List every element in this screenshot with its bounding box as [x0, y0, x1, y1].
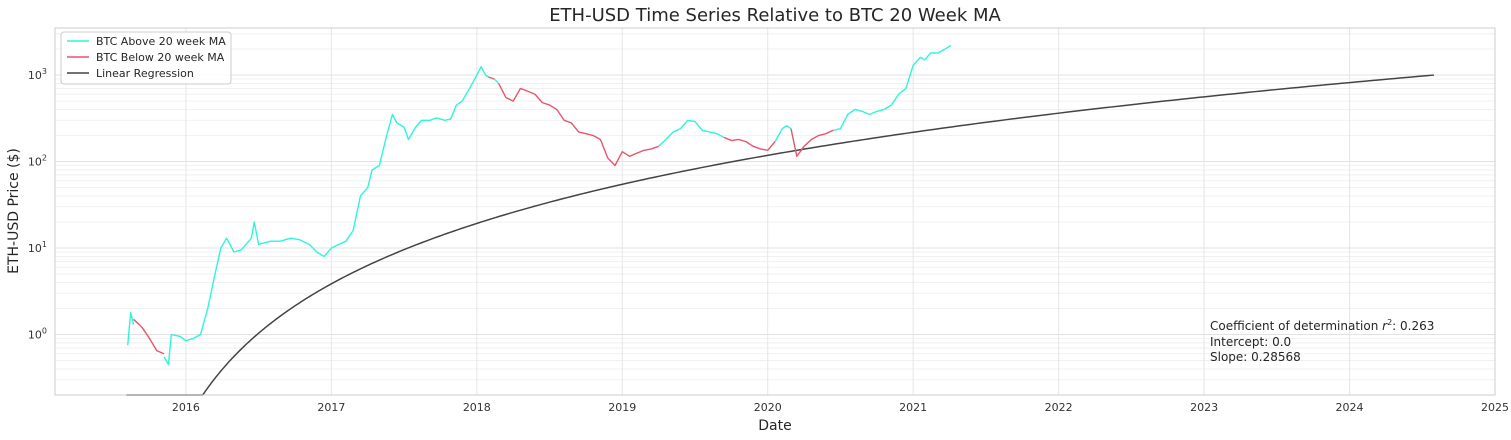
x-tick-label: 2016 [172, 401, 200, 414]
y-tick-label: 103 [28, 67, 47, 82]
y-tick-label: 100 [28, 327, 47, 342]
x-tick-label: 2019 [608, 401, 636, 414]
intercept-text: Intercept: 0.0 [1210, 335, 1291, 349]
below-ma-segment [488, 76, 495, 80]
slope-text: Slope: 0.28568 [1210, 350, 1301, 364]
x-tick-label: 2021 [899, 401, 927, 414]
x-tick-labels: 2016 2017 2018 2019 2020 2021 2022 2023 2024 2025 [172, 401, 1509, 414]
below-ma-segment [790, 128, 834, 157]
grid-lines [55, 28, 1496, 395]
y-axis-label: ETH-USD Price ($) [6, 148, 22, 274]
below-ma-segment [133, 318, 165, 355]
x-tick-label: 2022 [1045, 401, 1073, 414]
below-ma-segment [498, 83, 659, 167]
above-ma-segment [658, 119, 725, 147]
x-tick-label: 2025 [1481, 401, 1509, 414]
chart-title: ETH-USD Time Series Relative to BTC 20 W… [549, 5, 1001, 26]
above-ma-segment [163, 65, 489, 366]
above-ma-segment [127, 311, 135, 346]
above-ma-segment [833, 44, 952, 131]
legend-label-regression: Linear Regression [96, 67, 194, 80]
x-tick-label: 2023 [1190, 401, 1218, 414]
r-squared-text: Coefficient of determination r2: 0.263 [1210, 318, 1434, 333]
y-tick-labels: 100 101 102 103 [28, 67, 47, 341]
x-tick-label: 2017 [317, 401, 345, 414]
y-tick-label: 101 [28, 240, 47, 255]
x-axis-label: Date [758, 418, 791, 434]
legend: BTC Above 20 week MA BTC Below 20 week M… [60, 31, 232, 85]
x-tick-label: 2024 [1336, 401, 1364, 414]
x-tick-label: 2018 [463, 401, 491, 414]
x-tick-label: 2020 [754, 401, 782, 414]
below-ma-segment [723, 136, 776, 151]
above-ma-segment [774, 124, 792, 142]
above-ma-segment [493, 78, 500, 84]
plot-frame [54, 27, 1496, 396]
regression-stats-annotation: Coefficient of determination r2: 0.263 I… [1210, 318, 1434, 364]
legend-label-above: BTC Above 20 week MA [96, 35, 226, 48]
legend-label-below: BTC Below 20 week MA [96, 51, 225, 64]
legend-box [60, 31, 232, 85]
y-tick-label: 102 [28, 154, 47, 169]
